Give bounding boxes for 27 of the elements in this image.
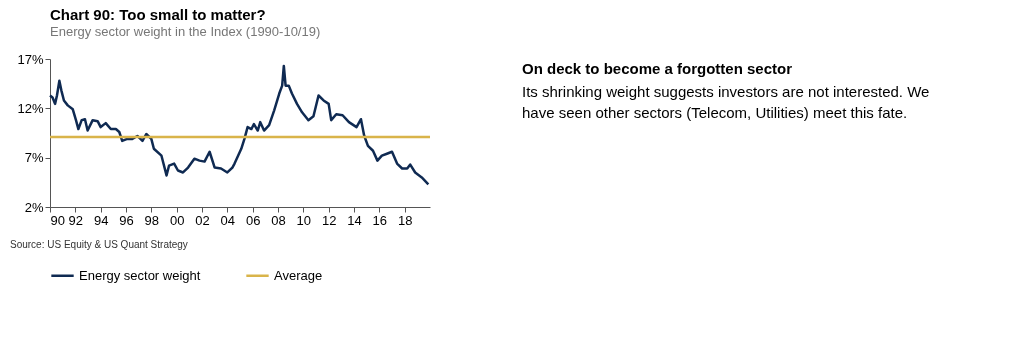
x-tick-label: 12 [321,212,337,228]
chart-subtitle: Energy sector weight in the Index (1990-10/19) [50,24,321,39]
x-tick-label: 16 [372,212,388,228]
text: Its shrinking weight suggests investors are not interested. We have seen other sectors (Telecom, Utilities) meet this fate. [522,83,930,121]
x-tick-label: 94 [93,212,109,228]
line-series [48,64,430,186]
x-tick-label: 08 [271,212,286,228]
x-tick-label: 06 [245,212,261,228]
chart-title: Chart 90: Too small to matter? [50,6,266,23]
x-tick-label: 10 [296,212,312,228]
source-note: Source: US Equity & US Quant Strategy [10,239,188,250]
x-tick-label: 04 [220,212,236,228]
x-tick-label: 02 [195,212,210,228]
text: On deck to become a forgotten sector [522,60,793,77]
y-tick-label: 7% [24,150,44,166]
x-tick-label: 98 [144,212,160,228]
legend-label: Energy sector weight [79,267,201,283]
y-tick-label: 2% [24,199,44,215]
x-tick-label: 18 [397,212,413,228]
y-tick-label: 17% [17,51,44,67]
y-tick-label: 12% [17,100,44,116]
x-tick-label: 92 [68,212,84,228]
x-tick-label: 96 [119,212,134,228]
x-tick-label: 90 [50,212,65,228]
legend-label: Average [274,267,323,283]
x-tick-label: 00 [169,212,185,228]
x-tick-label: 14 [347,212,362,228]
